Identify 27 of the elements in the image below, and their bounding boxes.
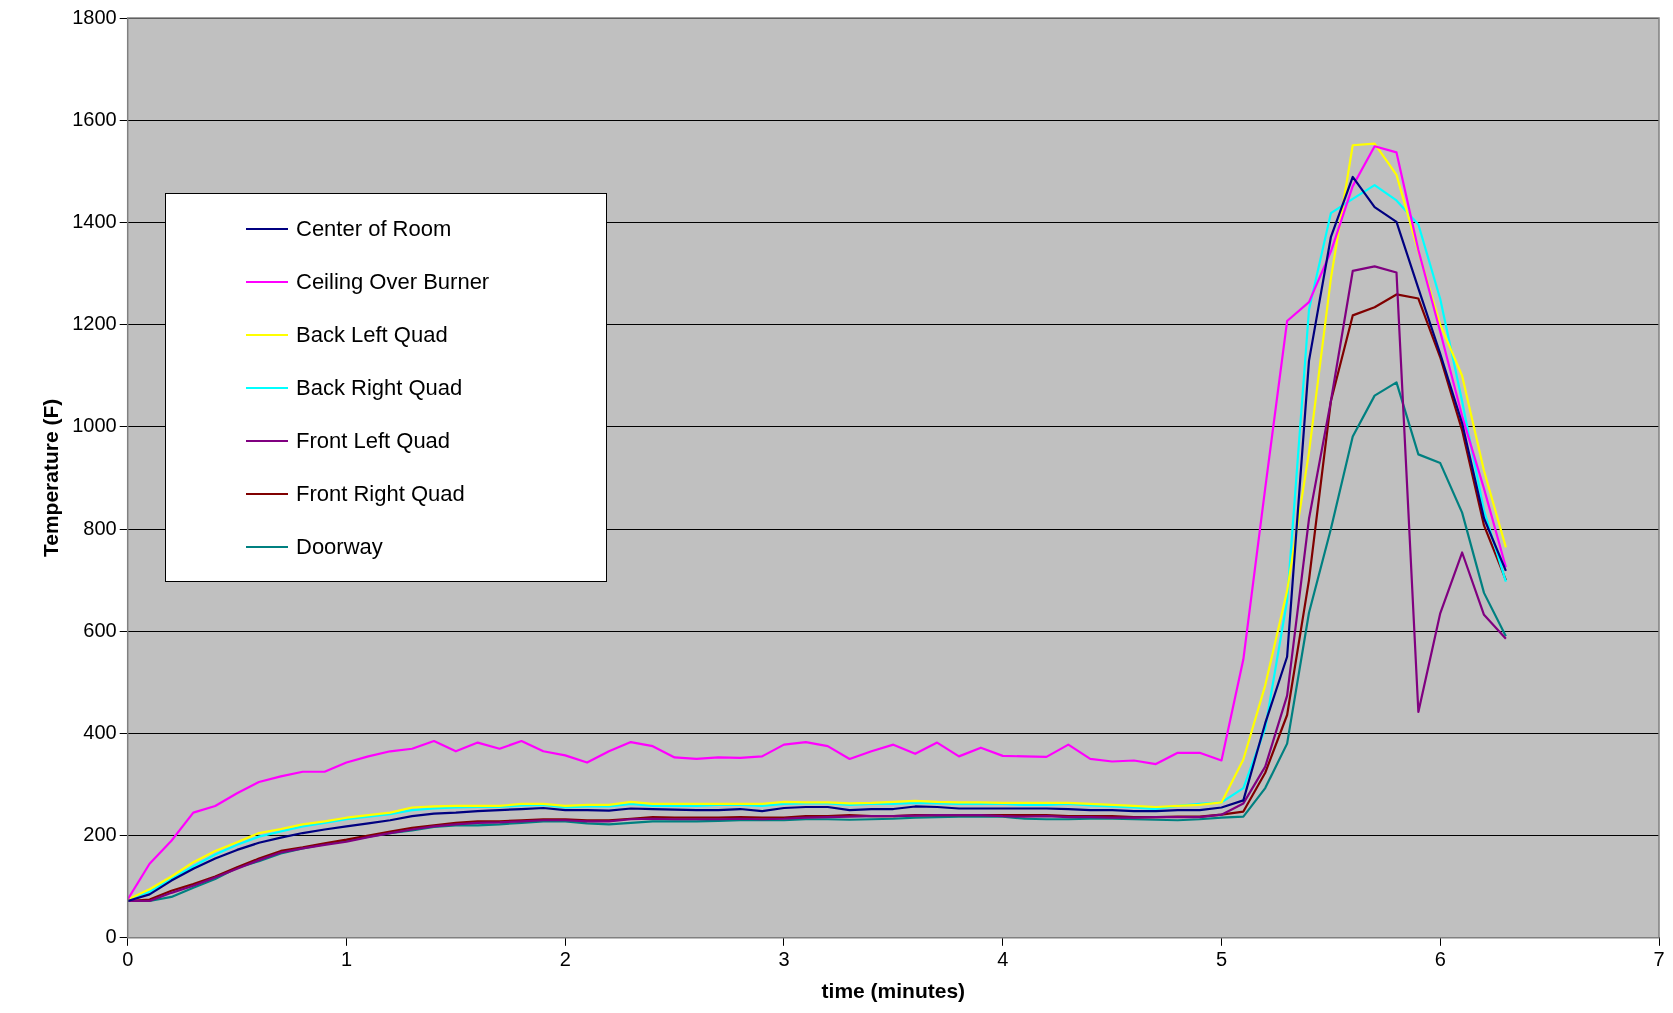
y-tick-label: 800 (83, 516, 117, 539)
legend-label: Center of Room (296, 215, 452, 242)
x-tick-label: 1 (340, 948, 353, 971)
x-tick-label: 0 (122, 948, 134, 971)
legend-label: Ceiling Over Burner (296, 268, 490, 295)
x-axis-title: time (minutes) (821, 979, 966, 1003)
legend-label: Back Left Quad (296, 321, 448, 348)
x-tick-label: 6 (1434, 948, 1446, 971)
y-tick-label: 1800 (72, 5, 117, 28)
y-tick-label: 200 (83, 823, 117, 846)
x-tick-label: 4 (997, 948, 1009, 971)
legend-label: Doorway (296, 533, 383, 560)
y-tick-label: 0 (105, 925, 117, 948)
x-tick-label: 2 (559, 948, 571, 971)
y-tick-label: 1600 (72, 107, 117, 130)
y-axis-title: Temperature (F) (39, 398, 63, 558)
y-tick-label: 400 (83, 720, 117, 743)
y-tick-label: 1000 (72, 414, 117, 437)
legend-label: Front Right Quad (296, 480, 465, 507)
legend-label: Front Left Quad (296, 427, 451, 454)
legend-label: Back Right Quad (296, 374, 463, 401)
x-tick-label: 3 (778, 948, 790, 971)
y-tick-label: 1400 (72, 209, 117, 232)
y-tick-label: 1200 (72, 312, 117, 335)
y-tick-label: 600 (83, 618, 117, 641)
x-tick-label: 7 (1653, 948, 1665, 971)
x-tick-label: 5 (1215, 948, 1228, 971)
